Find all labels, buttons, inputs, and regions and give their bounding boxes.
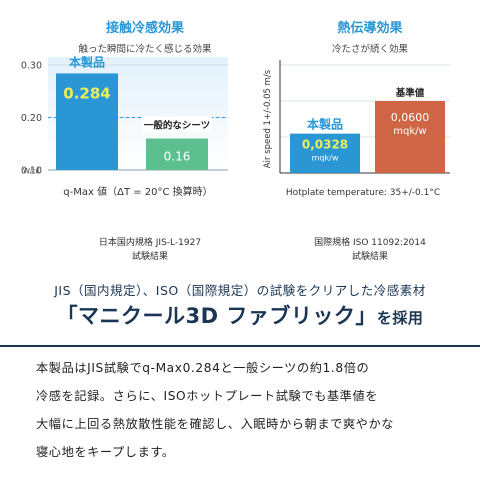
x-axis-label: Hotplate temperature: 35+/-0.1°C [286, 188, 440, 198]
section-divider [0, 345, 480, 347]
results-panel: 接触冷感効果 触った瞬間に冷たく感じる効果 熱伝導効果 冷たさが続く効果 0.1… [0, 21, 480, 330]
material-name: 「マニクール3D ファブリック」 [56, 304, 377, 328]
data-label: 0,0328 [302, 138, 348, 152]
left-standard-line2: 試験結果 [131, 252, 168, 262]
category-label: 本製品 [69, 55, 105, 69]
y-tick-label: 0.10 [21, 166, 42, 177]
category-label-bg [142, 116, 212, 133]
heat-conduction-chart: Air speed 1+/-0.05 m/s 本製品 基準値 0,0328 mqk/w 0… [263, 60, 450, 198]
description-line: 寝心地をキープします。 [36, 445, 175, 459]
bar-standard-sheet [146, 138, 208, 170]
y-tick-label: 0.30 [21, 61, 42, 72]
standards-headline: JIS（国内規定）、ISO（国際規定）の試験をクリアした冷感素材 [54, 283, 426, 298]
bar-product [56, 73, 118, 170]
data-label: 0.284 [63, 84, 110, 102]
bar-reference [375, 101, 445, 173]
description-line: 本製品はJIS試験でq-Max0.284と一般シーツの約1.8倍の [36, 361, 370, 375]
x-axis-label: q-Max 値（ΔT = 20°C 換算時） [63, 185, 212, 198]
y-axis-label: Air speed 1+/-0.05 m/s [263, 69, 273, 168]
description-line: 冷感を記録。さらに、ISOホットプレート試験でも基準値を [36, 389, 379, 403]
data-unit-label: mqk/w [312, 154, 339, 163]
data-unit-label: mqk/w [393, 126, 426, 137]
data-label: 0.16 [164, 150, 191, 164]
category-label: 本製品 [307, 117, 343, 132]
left-standard-line1: 日本国内規格 JIS-L-1927 [98, 238, 202, 248]
right-standard-line2: 試験結果 [351, 252, 388, 262]
description: 本製品はJIS試験でq-Max0.284と一般シーツの約1.8倍の 冷感を記録。… [36, 354, 456, 466]
data-label: 0,0600 [391, 111, 430, 124]
y-tick-label: 0.20 [21, 113, 42, 124]
right-standard-line1: 国際規格 ISO 11092:2014 [314, 238, 426, 248]
left-standard-note: 日本国内規格 JIS-L-1927 試験結果 [40, 236, 260, 264]
right-chart-subtitle: 冷たさが続く効果 [331, 44, 408, 55]
left-chart-title: 接触冷感効果 [105, 21, 184, 36]
right-chart-title: 熱伝導効果 [337, 21, 403, 36]
material-suffix: を採用 [376, 309, 424, 327]
category-label: 一般的なシーツ [144, 120, 210, 132]
right-standard-note: 国際規格 ISO 11092:2014 試験結果 [280, 236, 460, 264]
material-headline: 「マニクール3D ファブリック」を採用 [0, 300, 480, 330]
category-label: 基準値 [395, 87, 425, 99]
bar-product [290, 133, 360, 173]
left-chart-subtitle: 触った瞬間に冷たく感じる効果 [78, 44, 212, 55]
y-unit-label: W/㎠ [23, 167, 39, 175]
description-line: 大幅に上回る熱放散性能を確認し、入眠時から朝まで爽やかな [36, 417, 395, 431]
